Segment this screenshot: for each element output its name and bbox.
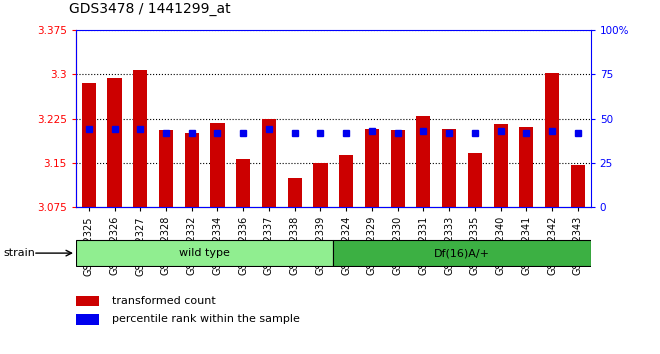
Bar — [82, 83, 96, 207]
Bar — [159, 130, 173, 207]
Bar — [416, 116, 430, 207]
Bar — [211, 123, 224, 207]
Bar — [76, 296, 99, 306]
Bar — [108, 79, 121, 207]
Bar — [391, 130, 405, 207]
Text: GDS3478 / 1441299_at: GDS3478 / 1441299_at — [69, 2, 231, 16]
Bar — [494, 125, 508, 207]
Bar — [236, 159, 250, 207]
Bar — [185, 133, 199, 207]
Bar — [333, 240, 591, 266]
Bar — [314, 163, 327, 207]
Text: wild type: wild type — [179, 248, 230, 258]
Bar — [519, 127, 533, 207]
Text: transformed count: transformed count — [112, 296, 216, 306]
Bar — [468, 153, 482, 207]
Bar — [571, 165, 585, 207]
Bar — [442, 129, 456, 207]
Text: Df(16)A/+: Df(16)A/+ — [434, 248, 490, 258]
Bar — [76, 240, 333, 266]
Bar — [288, 178, 302, 207]
Text: percentile rank within the sample: percentile rank within the sample — [112, 314, 300, 324]
Bar — [262, 119, 276, 207]
Bar — [76, 314, 99, 325]
Text: strain: strain — [3, 248, 35, 258]
Bar — [545, 73, 559, 207]
Bar — [339, 155, 353, 207]
Bar — [365, 129, 379, 207]
Bar — [133, 70, 147, 207]
